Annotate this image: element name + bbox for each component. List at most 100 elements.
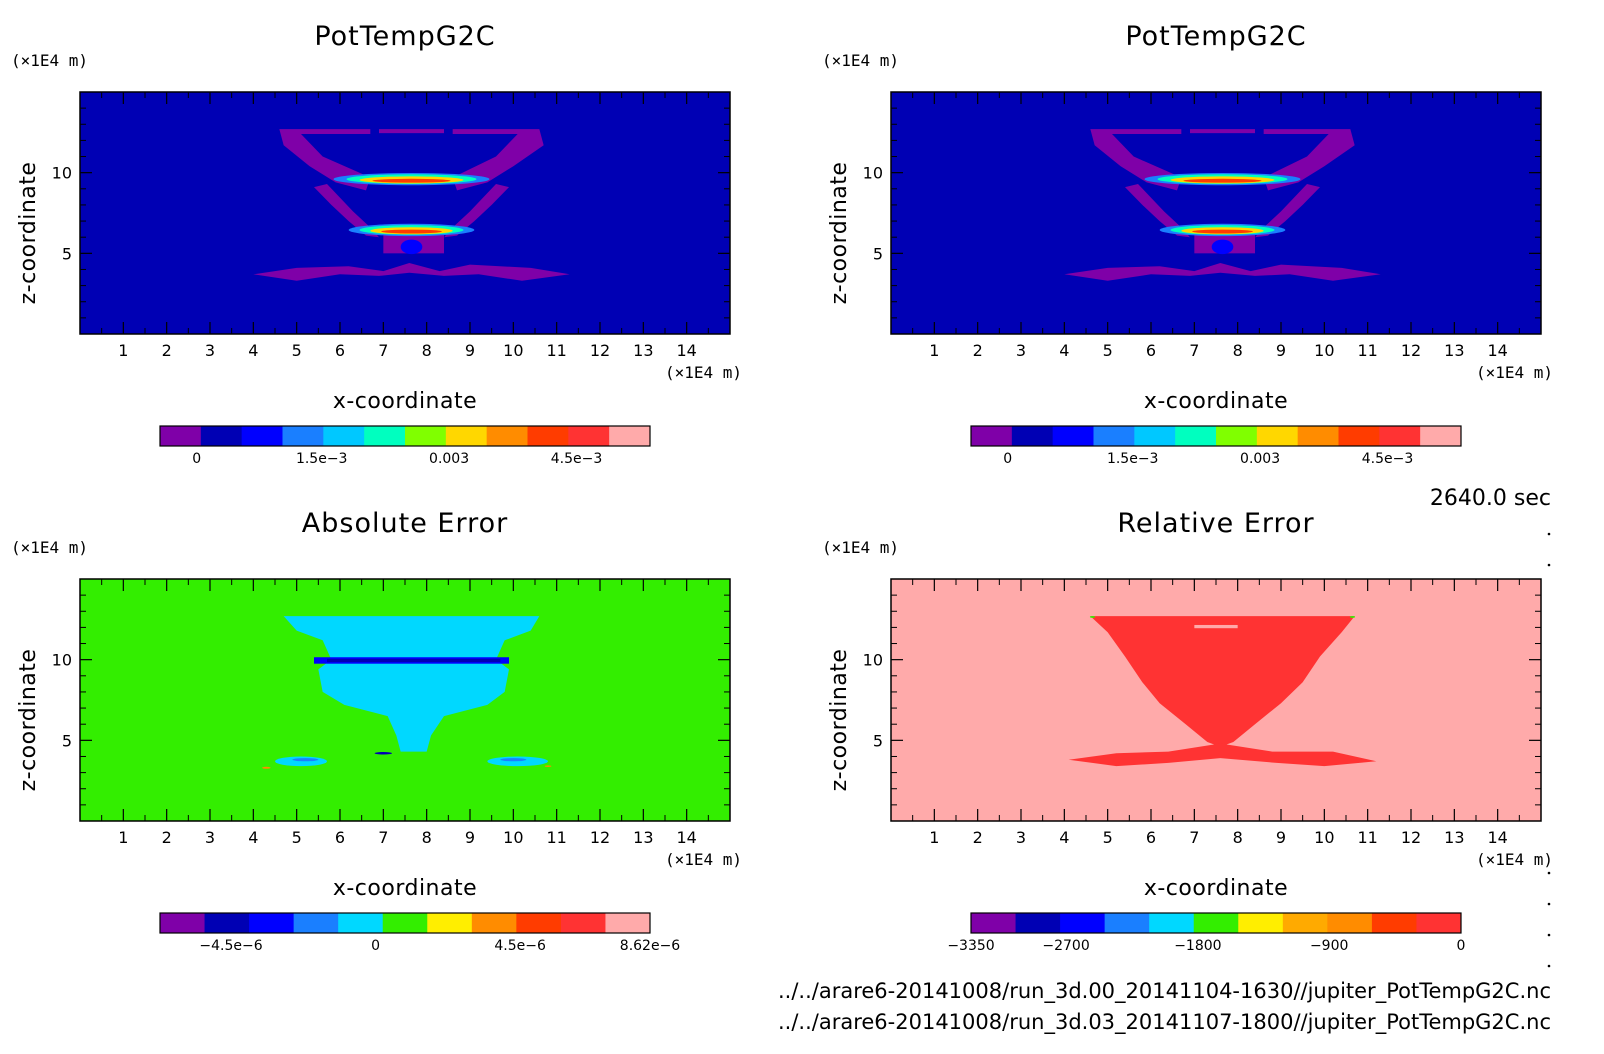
colorbar-swatch xyxy=(364,426,406,446)
colorbar: −3350 −2700 −1800 −900 0 xyxy=(947,912,1465,954)
x-tick-label: 7 xyxy=(378,341,388,360)
colorbar-swatch xyxy=(204,913,250,933)
colorbar-swatch xyxy=(560,913,606,933)
colorbar-swatch xyxy=(405,426,447,446)
colorbar-label: 0 xyxy=(1003,451,1012,467)
x-tick-label: 8 xyxy=(422,828,432,847)
colorbar-swatch xyxy=(1011,426,1054,446)
x-tick-label: 1 xyxy=(118,828,128,847)
purple-lower-left xyxy=(1125,183,1190,238)
x-tick-label: 3 xyxy=(1016,828,1026,847)
time-label: 2640.0 sec xyxy=(1430,486,1551,511)
file-path-2: ../../arare6-20141008/run_3d.03_20141107… xyxy=(778,1010,1551,1035)
y-unit-label: (×1E4 m) xyxy=(11,538,88,557)
x-tick-label: 2 xyxy=(973,828,983,847)
plot-background xyxy=(80,92,730,334)
x-tick-label: 13 xyxy=(1444,341,1464,360)
colorbar-swatch xyxy=(1282,913,1328,933)
x-tick-label: 8 xyxy=(422,341,432,360)
colorbar-label: 1.5e−3 xyxy=(1107,451,1159,467)
x-tick-label: 8 xyxy=(1233,828,1243,847)
y-tick-label: 10 xyxy=(52,651,72,670)
x-tick-label: 11 xyxy=(1357,828,1377,847)
y-tick-label: 10 xyxy=(52,164,72,183)
x-tick-label: 11 xyxy=(1357,341,1377,360)
purple-left-wall xyxy=(1090,129,1182,191)
colorbar-swatch xyxy=(605,913,651,933)
x-tick-label: 14 xyxy=(676,341,696,360)
x-tick-label: 14 xyxy=(1487,828,1507,847)
margin-dot xyxy=(1547,563,1551,567)
x-tick-label: 12 xyxy=(590,341,610,360)
colorbar-swatch xyxy=(200,426,243,446)
colorbar-swatch xyxy=(1238,913,1284,933)
colorbar-swatch xyxy=(1193,913,1239,933)
colorbar-swatch xyxy=(1216,426,1258,446)
x-tick-label: 2 xyxy=(162,341,172,360)
abs-error-left-blob-core xyxy=(292,758,319,762)
purple-lower-right xyxy=(1255,183,1320,238)
x-axis-label: x-coordinate xyxy=(1144,876,1288,901)
hot-layer-upper-core xyxy=(1183,178,1262,183)
abs-error-navy-band xyxy=(327,658,501,663)
colorbar-swatch xyxy=(527,426,569,446)
y-unit-label: (×1E4 m) xyxy=(822,538,899,557)
colorbar-swatch xyxy=(1052,426,1094,446)
colorbar-swatch xyxy=(1327,913,1373,933)
field-structures xyxy=(1068,615,1377,767)
x-tick-label: 3 xyxy=(205,341,215,360)
colorbar-swatch xyxy=(1134,426,1176,446)
colorbar-frame xyxy=(159,912,651,934)
colorbar-swatch xyxy=(971,426,1013,446)
purple-right-wall xyxy=(1263,129,1355,191)
x-tick-label: 7 xyxy=(378,828,388,847)
chart-panel-2: PotTempG2C(×1E4 m)1 2 3 4 5 6 7 8 9 10 11 12 13 14510… xyxy=(822,21,1553,467)
colorbar-label: −1800 xyxy=(1174,938,1221,954)
colorbar-label: 4.5e−6 xyxy=(494,938,546,954)
x-tick-label: 4 xyxy=(248,341,258,360)
chart-title: PotTempG2C xyxy=(1125,21,1306,52)
y-unit-label: (×1E4 m) xyxy=(11,51,88,70)
x-tick-label: 9 xyxy=(465,341,475,360)
colorbar-swatch xyxy=(1338,426,1380,446)
purple-base-wisps xyxy=(253,263,570,281)
colorbar-swatch xyxy=(1379,426,1421,446)
y-axis-label: z-coordinate xyxy=(827,162,852,305)
x-tick-label: 3 xyxy=(1016,341,1026,360)
y-tick-label: 5 xyxy=(62,731,72,750)
x-tick-label: 3 xyxy=(205,828,215,847)
y-tick-label: 5 xyxy=(873,731,883,750)
colorbar-swatch xyxy=(427,913,473,933)
x-tick-label: 8 xyxy=(1233,341,1243,360)
y-unit-label: (×1E4 m) xyxy=(822,51,899,70)
colorbar-label: −900 xyxy=(1310,938,1348,954)
purple-top-bar xyxy=(1190,129,1255,134)
x-tick-label: 14 xyxy=(1487,341,1507,360)
field-structures xyxy=(253,129,570,281)
abs-error-right-spot xyxy=(544,765,552,767)
colorbar-label: 1.5e−3 xyxy=(296,451,348,467)
colorbar-swatch xyxy=(1175,426,1217,446)
colorbar-swatch xyxy=(1297,426,1339,446)
chart-panel-3: Absolute Error(×1E4 m)1 2 3 4 5 6 7 8 9 10 11 12 13 1… xyxy=(11,508,742,954)
x-axis-label: x-coordinate xyxy=(333,389,477,414)
colorbar-label: −3350 xyxy=(947,938,994,954)
x-tick-label: 6 xyxy=(1146,828,1156,847)
hot-layer-upper-core xyxy=(372,178,451,183)
colorbar-swatch xyxy=(486,426,528,446)
colorbar-swatch xyxy=(609,426,651,446)
colorbar-frame xyxy=(970,425,1462,447)
x-tick-label: 13 xyxy=(633,341,653,360)
rel-error-left-dot xyxy=(1089,615,1096,618)
y-tick-label: 10 xyxy=(863,164,883,183)
colorbar-swatch xyxy=(382,913,428,933)
field-structures xyxy=(262,616,552,769)
x-tick-label: 6 xyxy=(335,341,345,360)
x-unit-label: (×1E4 m) xyxy=(665,363,742,382)
x-tick-label: 4 xyxy=(1059,828,1069,847)
x-axis-label: x-coordinate xyxy=(333,876,477,901)
colorbar-label: 8.62e−6 xyxy=(620,938,681,954)
file-path-1: ../../arare6-20141008/run_3d.00_20141104… xyxy=(778,979,1551,1004)
colorbar-swatch xyxy=(1256,426,1299,446)
